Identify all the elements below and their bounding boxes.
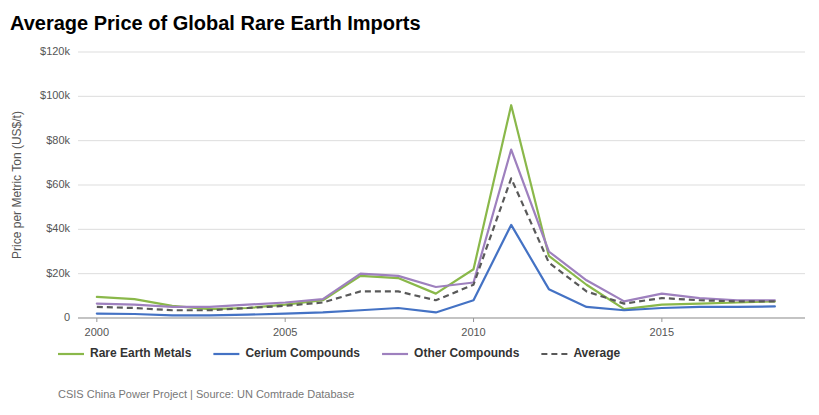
legend-swatch xyxy=(213,353,239,355)
chart: Average Price of Global Rare Earth Impor… xyxy=(0,0,819,415)
y-tick-label: $120k xyxy=(40,45,70,57)
x-tick xyxy=(661,318,662,322)
title: Average Price of Global Rare Earth Impor… xyxy=(10,12,421,34)
y-axis-label: Price per Metric Ton (US$/t) xyxy=(10,111,24,259)
legend-label: Cerium Compounds xyxy=(245,346,360,360)
y-tick-label: $100k xyxy=(40,89,70,101)
grid xyxy=(78,52,805,318)
source-note: CSIS China Power Project | Source: UN Co… xyxy=(58,388,354,400)
y-tick-label: $60k xyxy=(46,178,70,190)
lines xyxy=(97,105,775,315)
legend-swatch xyxy=(382,353,408,355)
series-line xyxy=(97,150,775,307)
series-line xyxy=(97,178,775,310)
y-tick-label: $80k xyxy=(46,134,70,146)
y-tick-label: $40k xyxy=(46,222,70,234)
legend-label: Rare Earth Metals xyxy=(90,346,192,360)
x-axis-line xyxy=(78,318,805,319)
legend-label: Average xyxy=(573,346,620,360)
legend-swatch xyxy=(541,353,567,355)
x-tick-label: 2005 xyxy=(273,326,297,338)
legend: Rare Earth Metals Cerium Compounds Other C… xyxy=(58,346,621,360)
legend-swatch xyxy=(58,353,84,355)
x-tick-label: 2010 xyxy=(461,326,485,338)
y-tick-label: 0 xyxy=(64,311,70,323)
x-tick-label: 2000 xyxy=(85,326,109,338)
x-tick-label: 2015 xyxy=(650,326,674,338)
grid-line xyxy=(78,140,805,141)
series-line xyxy=(97,225,775,315)
grid-line xyxy=(78,185,805,186)
y-tick-label: $20k xyxy=(46,267,70,279)
x-tick xyxy=(96,318,97,322)
grid-line xyxy=(78,318,805,319)
grid-line xyxy=(78,229,805,230)
x-tick xyxy=(285,318,286,322)
grid-line xyxy=(78,96,805,97)
series-line xyxy=(97,105,775,309)
x-tick xyxy=(473,318,474,322)
grid-line xyxy=(78,52,805,53)
grid-line xyxy=(78,273,805,274)
legend-label: Other Compounds xyxy=(414,346,520,360)
